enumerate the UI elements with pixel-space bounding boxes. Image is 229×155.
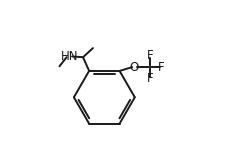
- Text: O: O: [129, 61, 138, 74]
- Text: HN: HN: [60, 50, 78, 63]
- Text: F: F: [146, 72, 153, 85]
- Text: F: F: [146, 49, 153, 62]
- Text: F: F: [157, 61, 164, 74]
